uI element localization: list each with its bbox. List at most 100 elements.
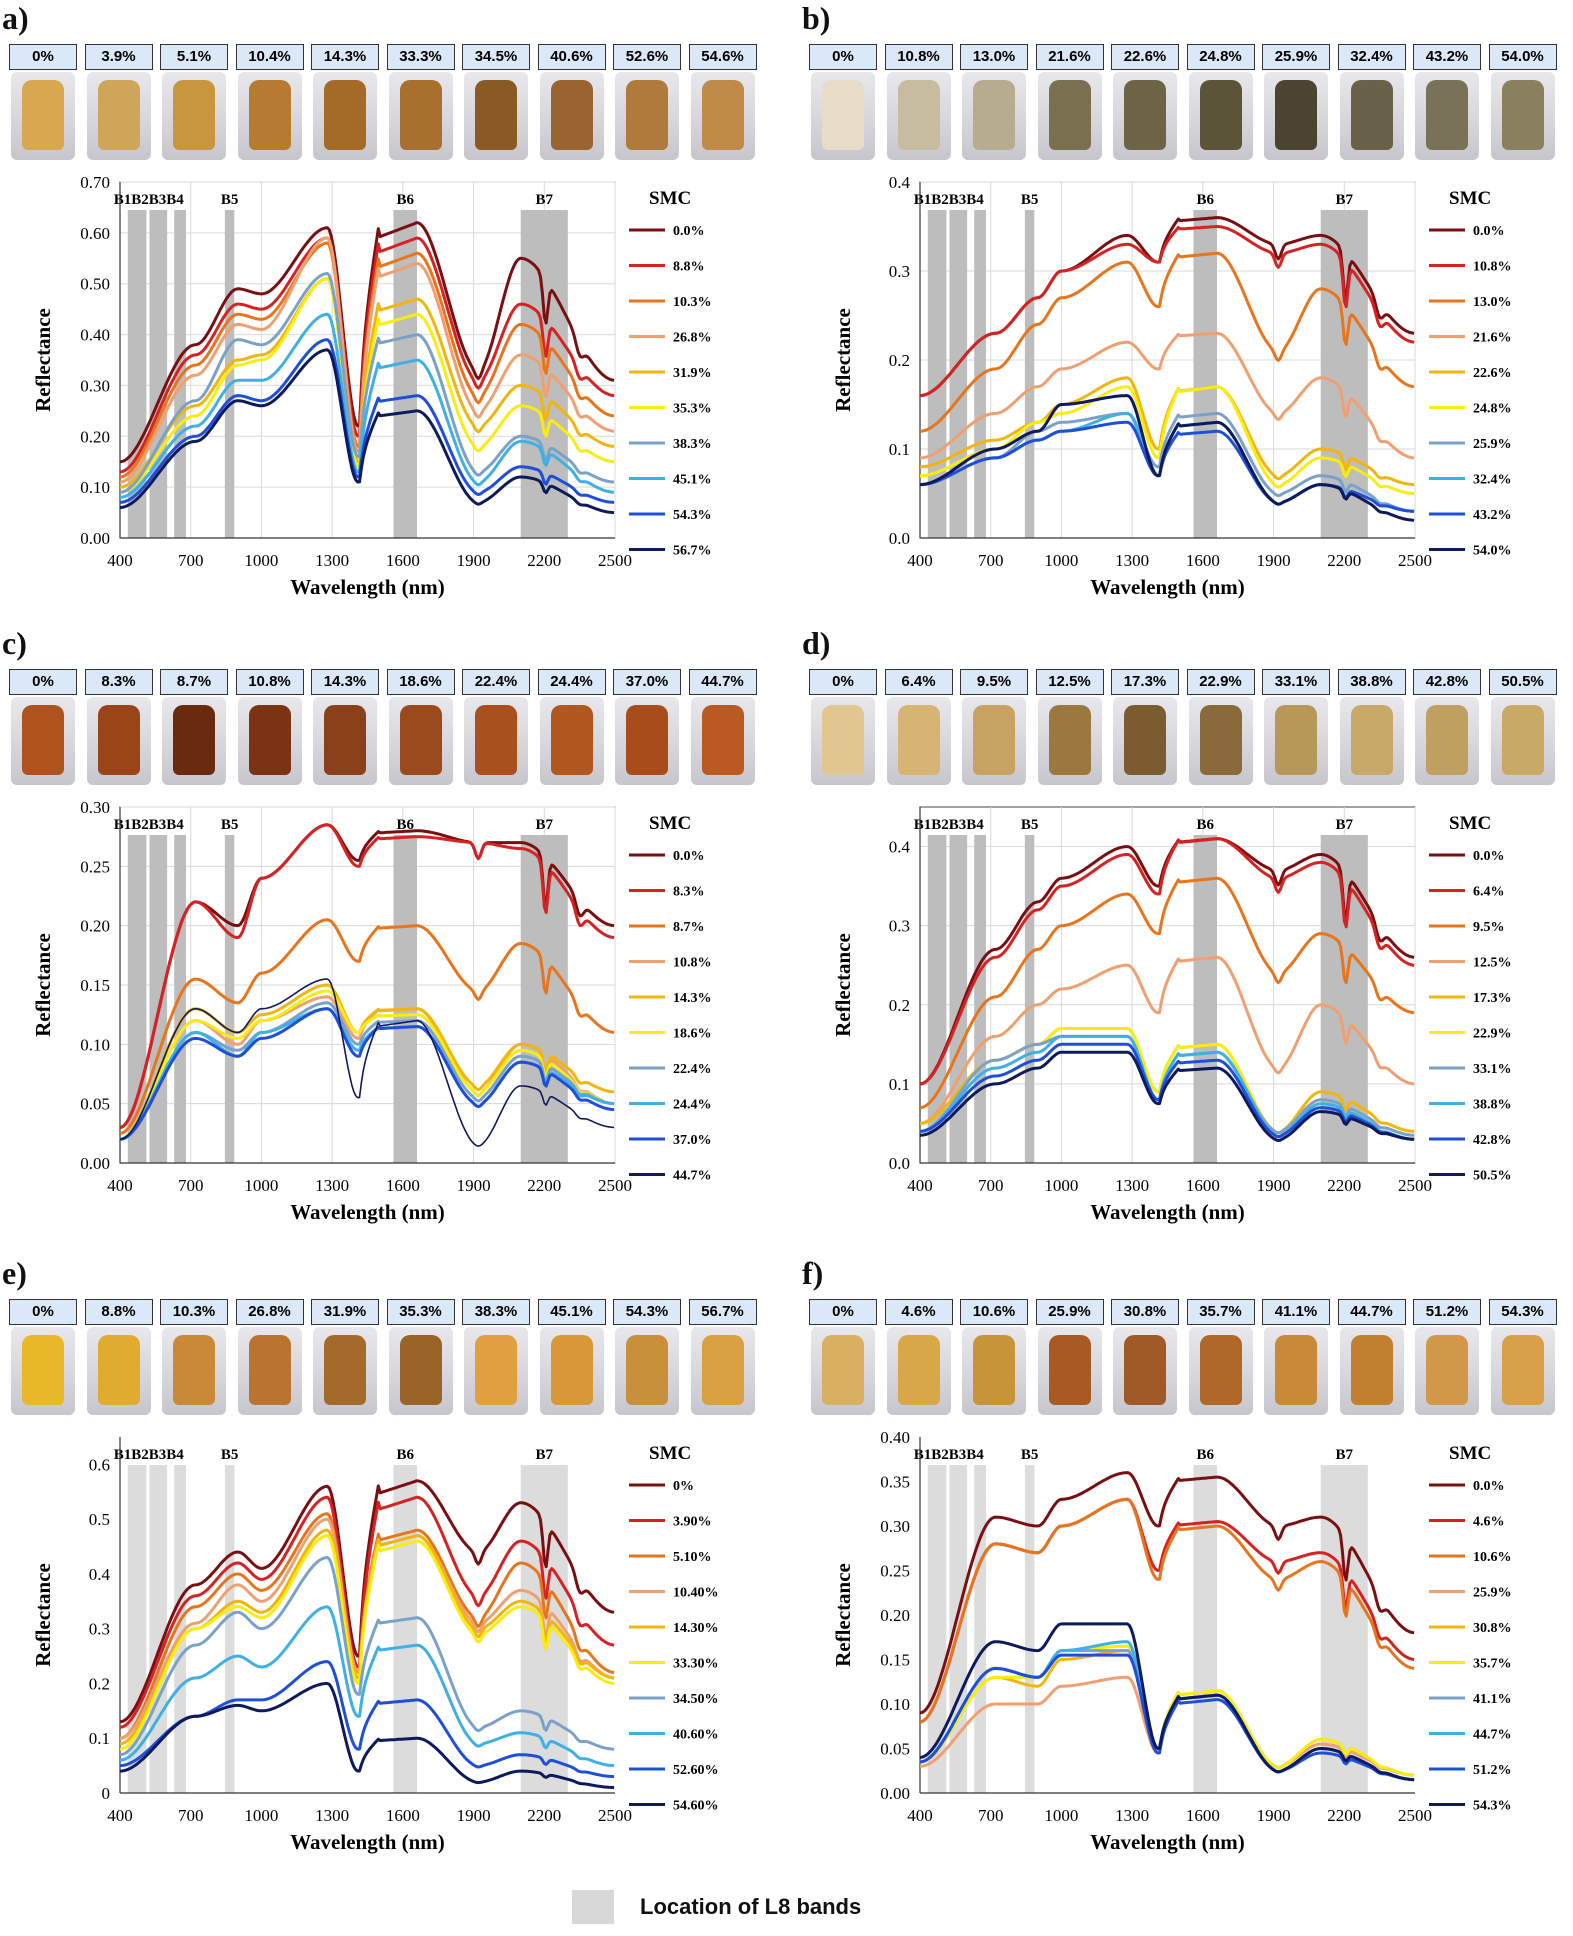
- legend-label: 32.4%: [1473, 473, 1512, 488]
- soil-sample-label: 26.8%: [235, 1299, 304, 1325]
- y-tick-label: 0.00: [880, 1784, 910, 1803]
- soil-sample-photo: 18.6%: [386, 669, 456, 787]
- y-tick-label: 0.35: [880, 1473, 910, 1492]
- series-line: [919, 251, 1415, 433]
- soil-photo-strip: 0% 6.4% 9.5% 12.5% 17.3% 22.9% 33.1% 38.8% 42.8%…: [808, 669, 1563, 789]
- soil-sample-photo: 52.6%: [612, 44, 682, 162]
- soil-sample: [324, 80, 366, 150]
- soil-sample: [973, 705, 1015, 775]
- legend-label: 25.9%: [1473, 1586, 1512, 1601]
- x-tick-label: 2500: [1398, 1176, 1432, 1195]
- soil-sample-label: 10.3%: [160, 1299, 228, 1325]
- x-tick-label: 700: [978, 551, 1004, 570]
- legend-label: 0.0%: [1473, 849, 1505, 864]
- soil-sample-photo: 33.3%: [386, 44, 456, 162]
- soil-sample: [475, 705, 517, 775]
- series-line: [119, 312, 615, 499]
- legend-label: 0%: [673, 1479, 694, 1494]
- soil-sample-label: 35.3%: [386, 1299, 455, 1325]
- soil-sample-photo: 31.9%: [310, 1299, 380, 1417]
- l8-band-shade: [1193, 835, 1217, 1163]
- soil-sample-photo: 6.4%: [884, 669, 954, 787]
- legend-label: 22.4%: [673, 1062, 712, 1077]
- soil-sample: [1501, 705, 1544, 775]
- legend-label: 24.8%: [1473, 402, 1512, 417]
- legend-label: 34.50%: [673, 1692, 719, 1707]
- series-line: [119, 1534, 615, 1751]
- soil-sample: [399, 1335, 442, 1405]
- x-tick-label: 1300: [315, 1806, 349, 1825]
- x-tick-label: 400: [107, 1176, 133, 1195]
- soil-sample-photo: 54.0%: [1488, 44, 1558, 162]
- soil-sample-label: 0%: [809, 1299, 877, 1325]
- soil-sample-label: 4.6%: [884, 1299, 953, 1325]
- soil-sample-photo: 10.4%: [235, 44, 305, 162]
- soil-sample: [973, 1335, 1015, 1405]
- soil-sample-label: 33.3%: [386, 44, 455, 70]
- soil-sample-label: 24.8%: [1186, 44, 1255, 70]
- soil-sample-label: 0%: [9, 44, 77, 70]
- soil-sample: [626, 705, 668, 775]
- soil-sample-label: 54.6%: [688, 44, 757, 70]
- l8-band-shade: [1024, 835, 1035, 1163]
- soil-sample: [1350, 1335, 1393, 1405]
- soil-sample: [701, 80, 744, 150]
- panel-f: f) 0% 4.6% 10.6% 25.9% 30.8% 35.7% 41.1% 44.7% 51…: [800, 1255, 1570, 1880]
- soil-sample-photo: 37.0%: [612, 669, 682, 787]
- soil-sample: [22, 1335, 64, 1405]
- series-line: [119, 989, 615, 1141]
- x-tick-label: 700: [978, 1176, 1004, 1195]
- soil-sample-label: 35.7%: [1186, 1299, 1255, 1325]
- soil-sample-label: 54.3%: [1488, 1299, 1557, 1325]
- soil-photo-strip: 0% 10.8% 13.0% 21.6% 22.6% 24.8% 25.9% 32.4% 43.…: [808, 44, 1563, 164]
- soil-sample-label: 8.8%: [84, 1299, 153, 1325]
- soil-sample: [475, 80, 517, 150]
- soil-sample-label: 10.4%: [235, 44, 304, 70]
- soil-sample-label: 21.6%: [1035, 44, 1104, 70]
- soil-sample-label: 0%: [809, 669, 877, 695]
- soil-sample: [22, 705, 64, 775]
- soil-sample: [550, 1335, 593, 1405]
- x-tick-label: 1900: [1257, 1176, 1291, 1195]
- legend-label: 43.2%: [1473, 508, 1512, 523]
- series-line: [119, 338, 615, 504]
- series-line: [119, 1007, 615, 1141]
- soil-sample-label: 51.2%: [1413, 1299, 1481, 1325]
- soil-sample: [897, 1335, 940, 1405]
- x-tick-label: 1600: [1186, 1806, 1220, 1825]
- x-axis-title: Wavelength (nm): [290, 1830, 445, 1854]
- soil-sample-label: 43.2%: [1413, 44, 1481, 70]
- reflectance-chart: B1B2B3B4 B5 B6 B7 0.00 0.05 0.10 0.15 0.20 0.25 0.…: [831, 1428, 1512, 1854]
- soil-photo-strip: 0% 3.9% 5.1% 10.4% 14.3% 33.3% 34.5% 40.6% 52.6%…: [8, 44, 763, 164]
- soil-sample-photo: 44.7%: [1337, 1299, 1407, 1417]
- band-label: B5: [221, 192, 239, 208]
- soil-sample: [248, 705, 291, 775]
- y-tick-label: 0.10: [80, 1035, 110, 1054]
- soil-sample-photo: 25.9%: [1035, 1299, 1105, 1417]
- x-tick-label: 1600: [386, 1806, 420, 1825]
- soil-sample-photo: 5.1%: [159, 44, 229, 162]
- legend-label: 10.8%: [673, 956, 712, 971]
- soil-sample: [248, 80, 291, 150]
- soil-photo-strip: 0% 8.8% 10.3% 26.8% 31.9% 35.3% 38.3% 45.1% 54.3…: [8, 1299, 763, 1419]
- legend-title: SMC: [1449, 1443, 1491, 1464]
- x-tick-label: 2500: [1398, 551, 1432, 570]
- x-tick-label: 2200: [1327, 1806, 1361, 1825]
- panel-label: c): [2, 625, 27, 661]
- legend-label: 31.9%: [673, 366, 712, 381]
- x-tick-label: 1300: [315, 551, 349, 570]
- legend-label: 45.1%: [673, 473, 712, 488]
- x-tick-label: 1600: [386, 551, 420, 570]
- soil-sample-label: 22.9%: [1186, 669, 1255, 695]
- soil-sample-photo: 35.3%: [386, 1299, 456, 1417]
- x-axis-title: Wavelength (nm): [290, 575, 445, 599]
- y-tick-label: 0.0: [889, 529, 910, 548]
- soil-sample-label: 10.8%: [884, 44, 953, 70]
- y-tick-label: 0.60: [80, 224, 110, 243]
- legend-label: 41.1%: [1473, 1692, 1512, 1707]
- series-line: [119, 1495, 615, 1729]
- x-tick-label: 1300: [1115, 1806, 1149, 1825]
- x-axis-title: Wavelength (nm): [1090, 1830, 1245, 1854]
- soil-sample: [1350, 80, 1393, 150]
- x-tick-label: 1900: [1257, 1806, 1291, 1825]
